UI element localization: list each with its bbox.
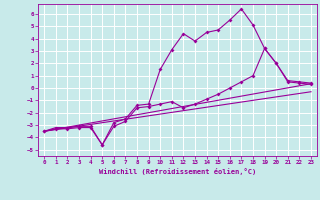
X-axis label: Windchill (Refroidissement éolien,°C): Windchill (Refroidissement éolien,°C) (99, 168, 256, 175)
